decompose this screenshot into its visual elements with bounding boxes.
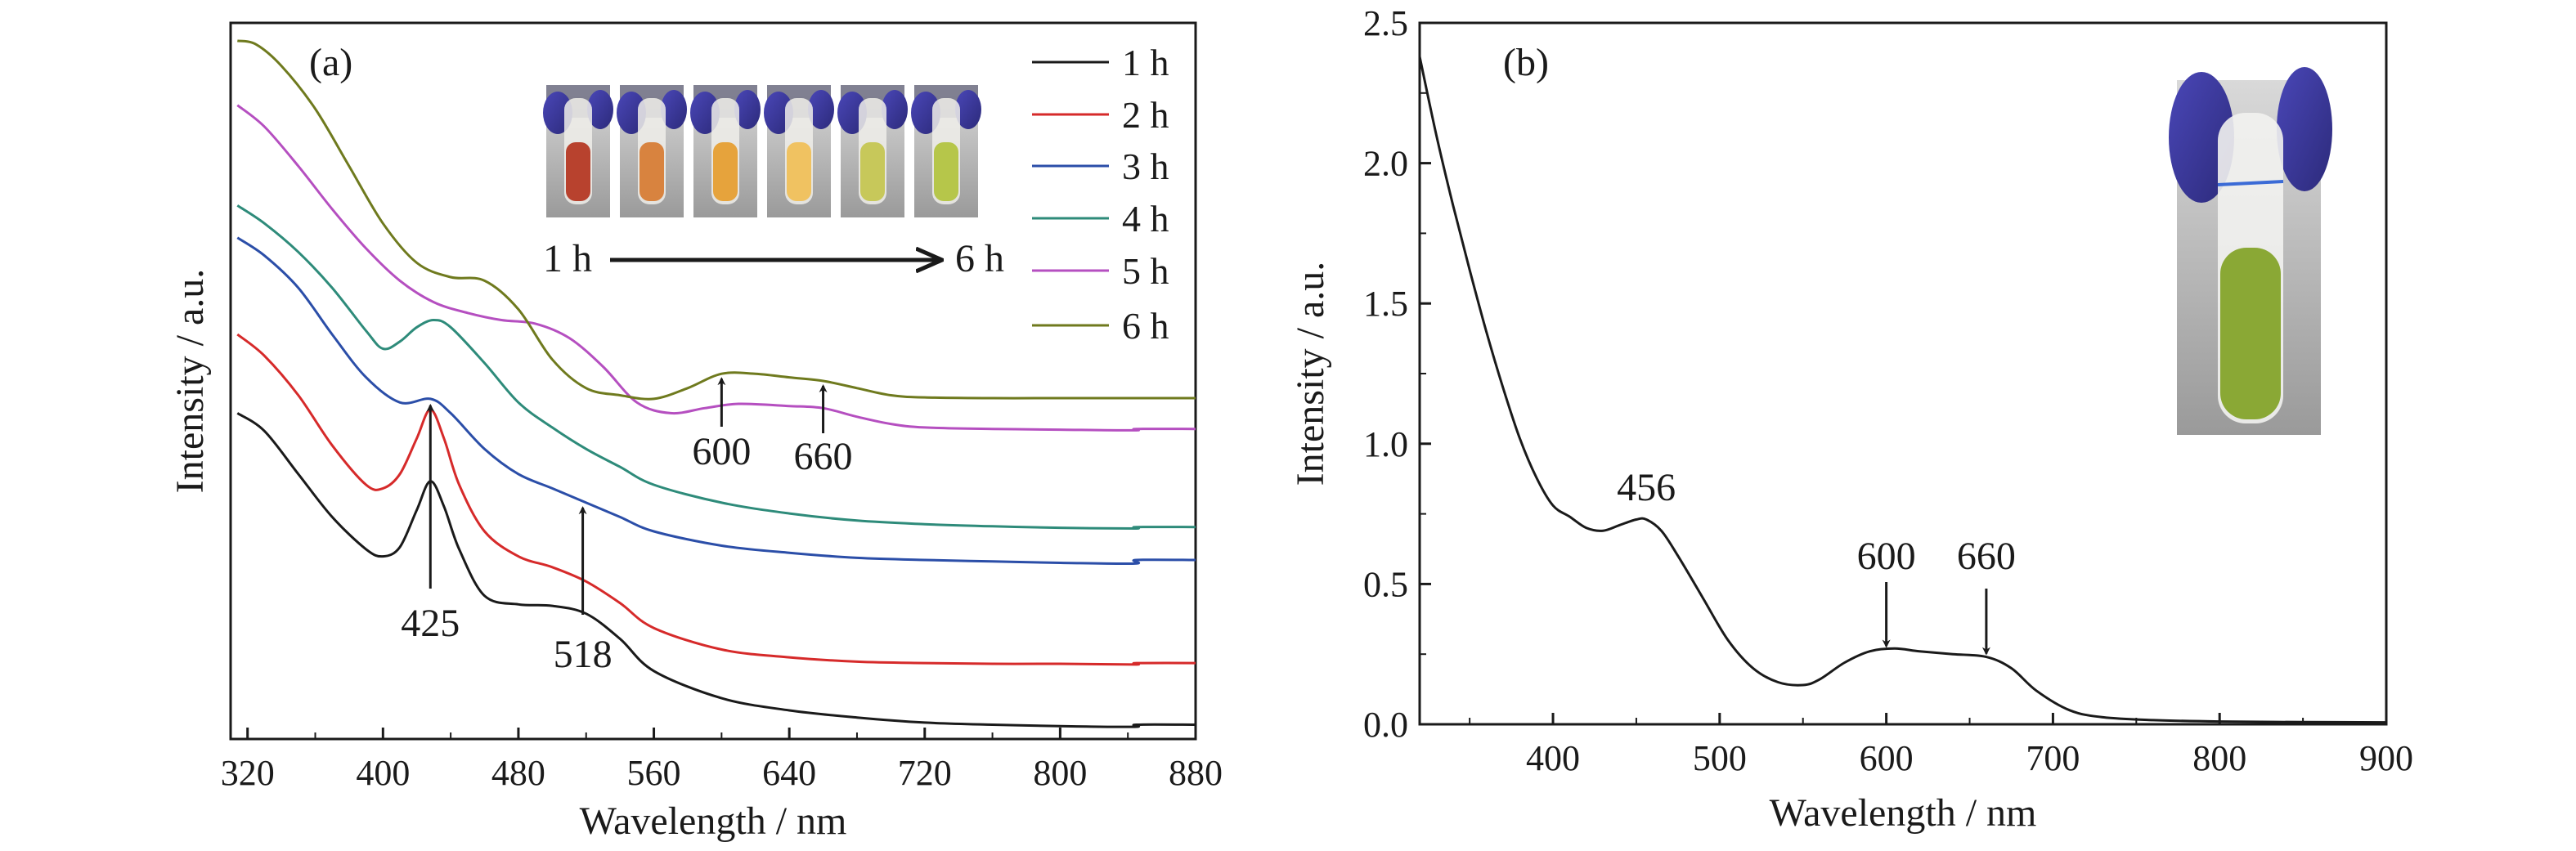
y-tick-label: 1.5 [1363, 284, 1408, 324]
x-tick-label: 800 [2192, 738, 2246, 778]
panel-b-y-ticks: 0.0 0.5 1.0 1.5 2.0 2.5 [1363, 3, 1431, 745]
x-tick-label: 800 [1033, 753, 1087, 793]
annotation-label-456: 456 [1617, 466, 1676, 509]
y-tick-label: 2.0 [1363, 144, 1408, 184]
y-tick-label: 1.0 [1363, 424, 1408, 464]
panel-a-legend: 1 h 2 h 3 h 4 h 5 h 6 h [1032, 42, 1169, 347]
panel-b-label: (b) [1503, 41, 1549, 84]
series-line-2h [236, 333, 1196, 666]
panel-a-series-lines [236, 39, 1196, 728]
legend-label-2h: 2 h [1122, 94, 1169, 136]
series-line-6h [237, 39, 1196, 401]
panel-a-inset-time-arrow: 1 h 6 h [543, 237, 1004, 280]
annotation-label-660: 660 [794, 435, 853, 478]
legend-entry-4h: 4 h [1032, 198, 1169, 240]
legend-entry-5h: 5 h [1032, 250, 1169, 292]
x-tick-label: 720 [898, 753, 952, 793]
x-tick-label: 320 [221, 753, 275, 793]
legend-entry-6h: 6 h [1032, 305, 1169, 347]
y-tick-label: 0.5 [1363, 564, 1408, 604]
x-tick-label: 640 [762, 753, 816, 793]
panel-b: 400 500 600 700 800 900 0.0 0.5 1.0 1.5 2.0 2.5 (b… [1289, 3, 2413, 835]
legend-label-5h: 5 h [1122, 250, 1169, 292]
panel-a-x-ticks: 320 400 480 560 640 720 800 880 [221, 728, 1223, 793]
panel-a: 320 400 480 560 640 720 800 880 (a) Wavelength … [168, 21, 1223, 843]
legend-entry-2h: 2 h [1032, 94, 1169, 136]
x-tick-label: 480 [491, 753, 545, 793]
y-tick-label: 2.5 [1363, 3, 1408, 43]
annotation-label-660: 660 [1957, 535, 2016, 578]
panel-b-annotations: 456 600 660 [1617, 466, 2016, 656]
series-line-spectrum [1418, 56, 2387, 724]
annotation-label-425: 425 [401, 602, 460, 645]
panel-b-x-axis-label: Wavelength / nm [1770, 791, 2037, 835]
panel-a-inset-vial-photos [543, 85, 981, 217]
panel-a-label: (a) [309, 41, 352, 84]
x-tick-label: 400 [356, 753, 410, 793]
inset-start-label: 1 h [543, 237, 592, 280]
series-line-1h [236, 412, 1196, 728]
vial-photo-3 [690, 85, 761, 217]
vial-photo-6 [911, 85, 981, 217]
vial-photo-5 [837, 85, 908, 217]
legend-entry-1h: 1 h [1032, 42, 1169, 83]
panel-a-annotations: 425 518 600 660 [401, 377, 853, 676]
vial-photo-1 [543, 85, 613, 217]
legend-label-4h: 4 h [1122, 198, 1169, 240]
panel-b-series-lines [1418, 56, 2387, 724]
legend-label-6h: 6 h [1122, 305, 1169, 347]
x-tick-label: 560 [627, 753, 681, 793]
series-line-5h [236, 104, 1196, 432]
annotation-label-518: 518 [554, 633, 613, 676]
panel-a-y-axis-label: Intensity / a.u. [168, 269, 212, 494]
annotation-label-600: 600 [1857, 535, 1916, 578]
series-line-3h [236, 236, 1196, 566]
legend-label-3h: 3 h [1122, 146, 1169, 187]
vial-photo [2169, 67, 2332, 435]
panel-b-inset-vial-photo [2169, 67, 2332, 435]
y-tick-label: 0.0 [1363, 705, 1408, 745]
vial-photo-4 [764, 85, 834, 217]
panel-b-y-axis-label: Intensity / a.u. [1289, 262, 1332, 486]
series-line-4h [236, 204, 1196, 531]
annotation-label-600: 600 [692, 430, 751, 473]
vial-photo-2 [617, 85, 687, 217]
x-tick-label: 400 [1526, 738, 1580, 778]
x-tick-label: 500 [1693, 738, 1747, 778]
panel-b-x-ticks: 400 500 600 700 800 900 [1469, 713, 2413, 778]
x-tick-label: 880 [1169, 753, 1223, 793]
x-tick-label: 900 [2359, 738, 2413, 778]
panel-a-plot-area [229, 21, 1197, 741]
legend-label-1h: 1 h [1122, 42, 1169, 83]
inset-end-label: 6 h [955, 237, 1004, 280]
panel-a-x-axis-label: Wavelength / nm [580, 799, 847, 843]
x-tick-label: 700 [2026, 738, 2080, 778]
x-tick-label: 600 [1860, 738, 1914, 778]
legend-entry-3h: 3 h [1032, 146, 1169, 187]
